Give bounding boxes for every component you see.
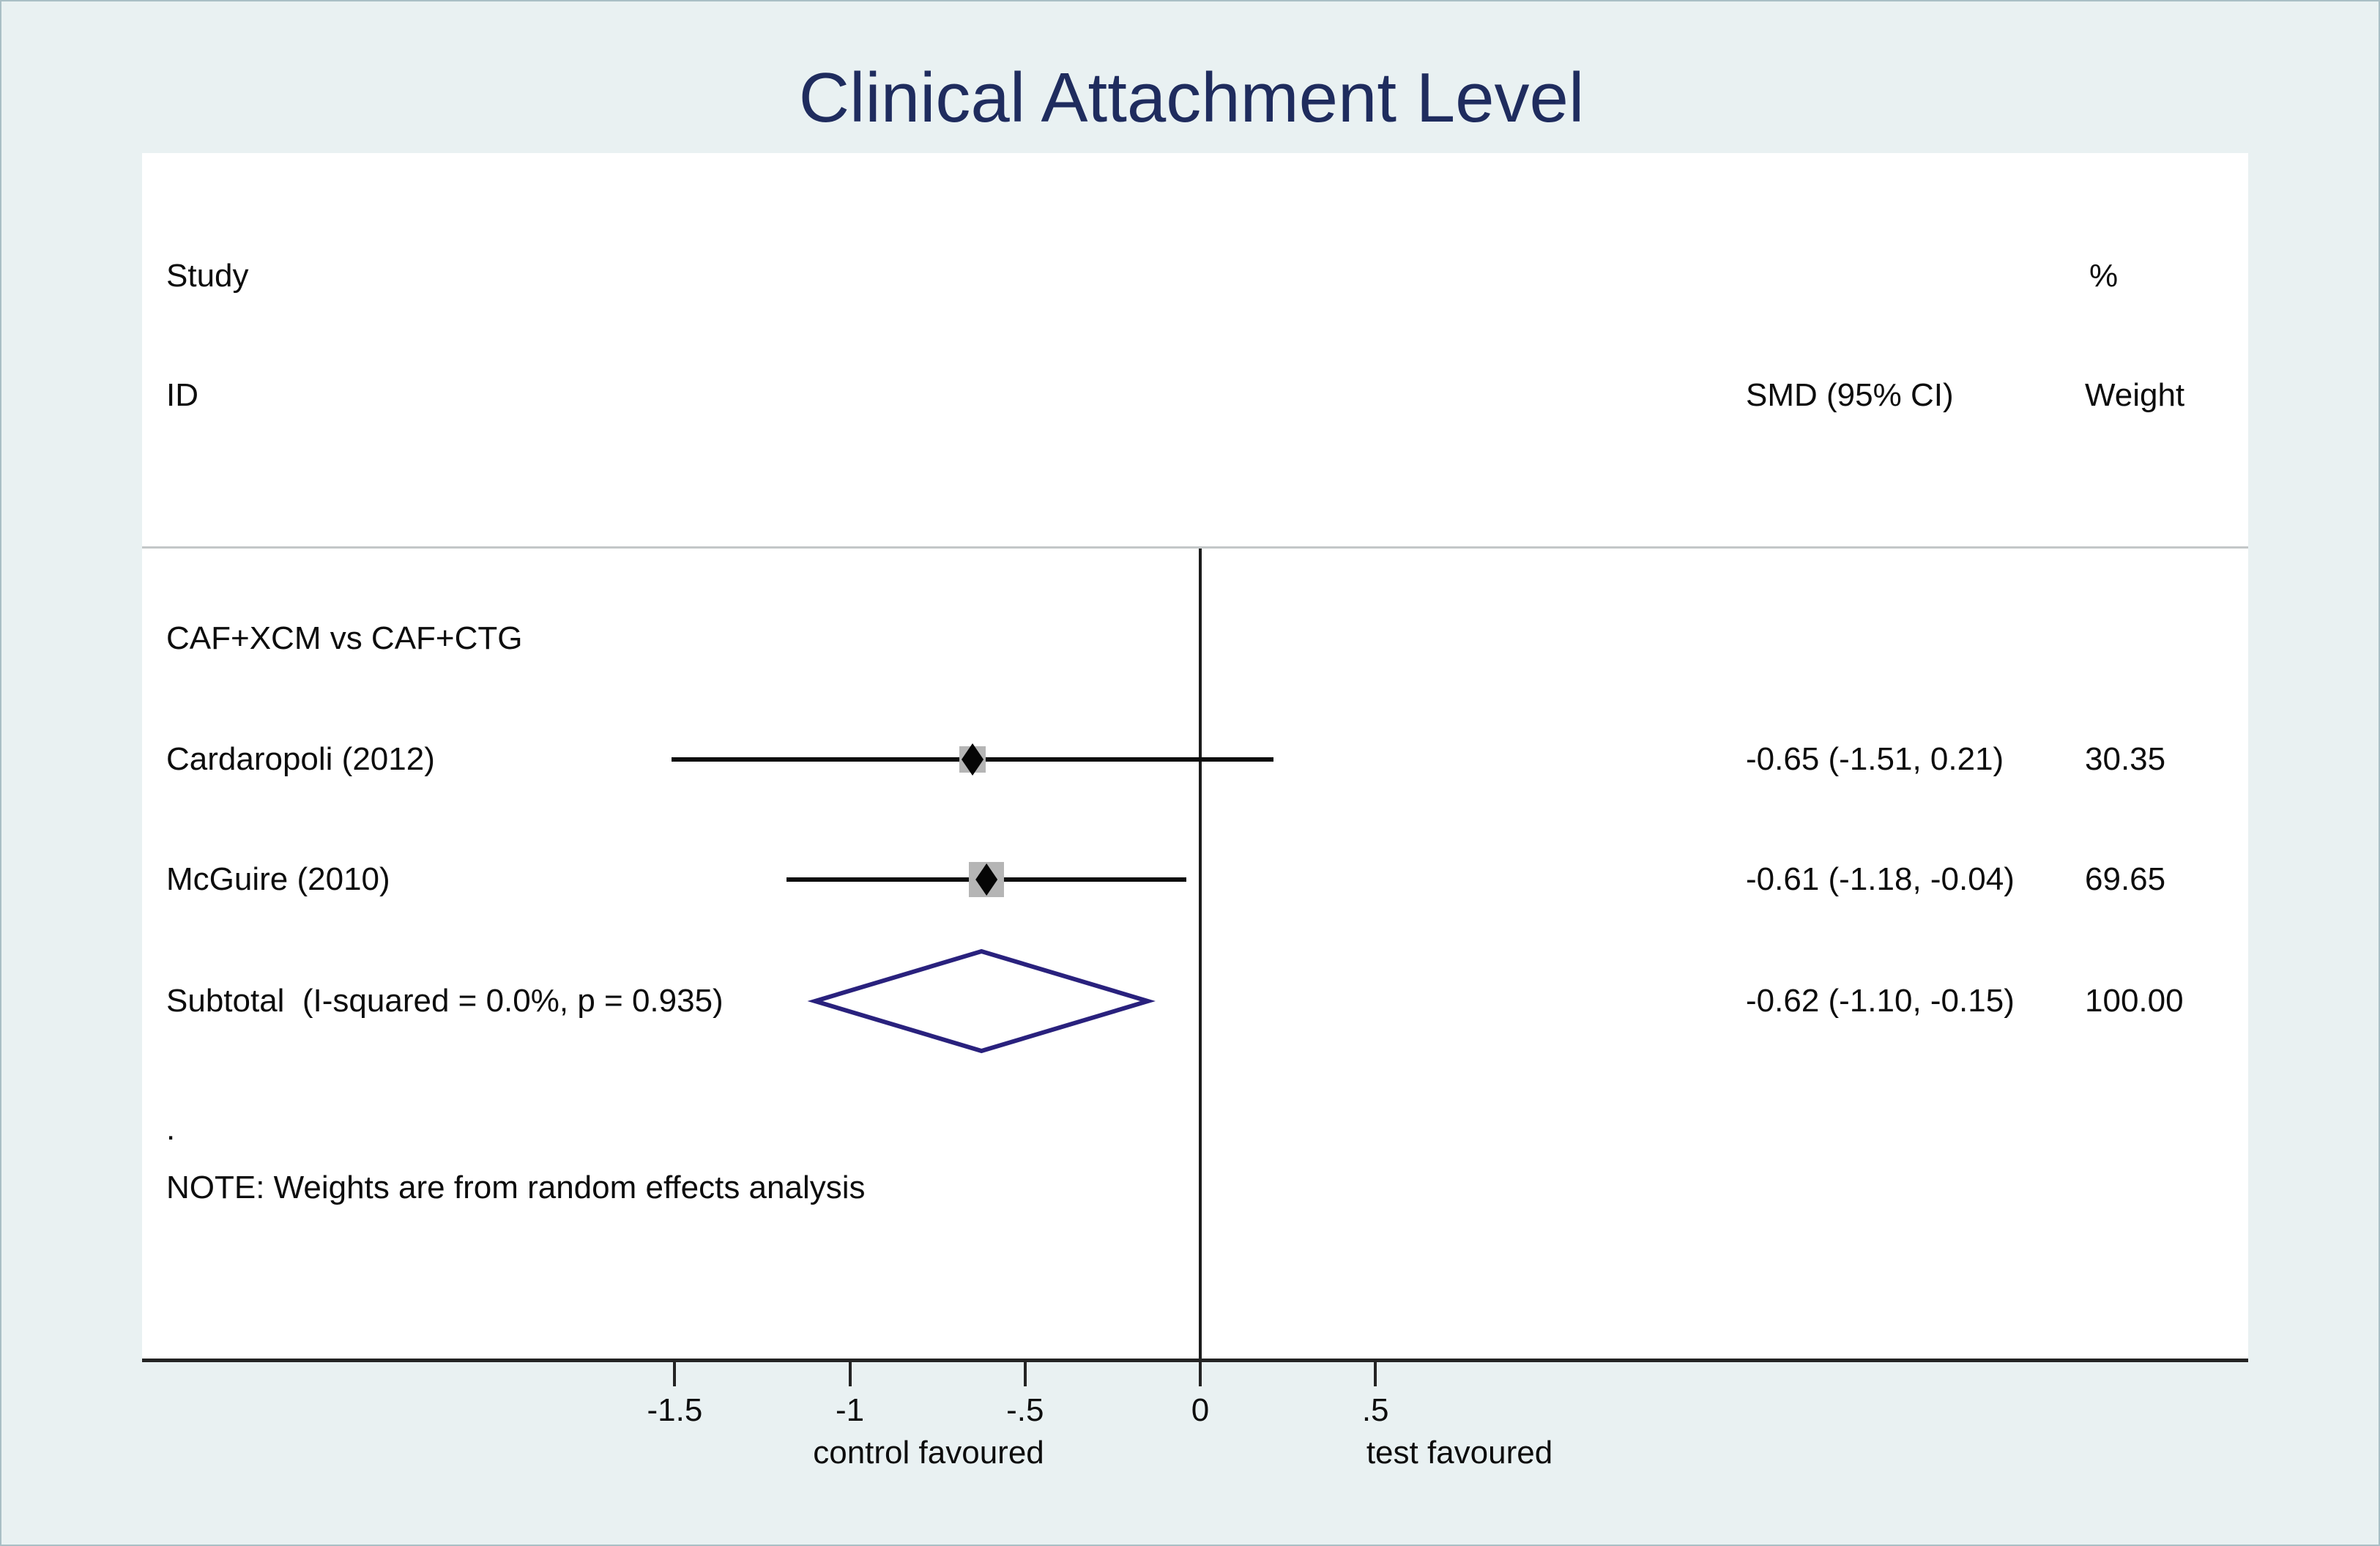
subtotal-smd-value: -0.62 (-1.10, -0.15) bbox=[1746, 983, 2015, 1019]
col-header-weight: Weight bbox=[2085, 377, 2185, 413]
subtotal-label: Subtotal (I-squared = 0.0%, p = 0.935) bbox=[166, 983, 724, 1019]
axis-note-control-favoured: control favoured bbox=[813, 1435, 1044, 1471]
axis-tick-label: .5 bbox=[1361, 1392, 1389, 1428]
axis-tick-mark bbox=[673, 1362, 677, 1386]
col-header-smd: SMD (95% CI) bbox=[1746, 377, 1954, 413]
study-label: McGuire (2010) bbox=[166, 861, 390, 897]
zero-reference-line bbox=[1199, 549, 1202, 1359]
col-header-id: ID bbox=[166, 377, 198, 413]
study-weight-value: 69.65 bbox=[2085, 861, 2166, 897]
study-weight-value: 30.35 bbox=[2085, 741, 2166, 777]
group-label: CAF+XCM vs CAF+CTG bbox=[166, 620, 523, 656]
header-divider-line bbox=[142, 546, 2248, 549]
axis-tick-label: -1 bbox=[836, 1392, 865, 1428]
axis-tick-mark bbox=[1199, 1362, 1202, 1386]
axis-tick-label: -.5 bbox=[1006, 1392, 1044, 1428]
study-label: Cardaropoli (2012) bbox=[166, 741, 435, 777]
subtotal-weight-value: 100.00 bbox=[2085, 983, 2184, 1019]
axis-tick-label: 0 bbox=[1191, 1392, 1210, 1428]
axis-note-test-favoured: test favoured bbox=[1366, 1435, 1553, 1471]
study-smd-value: -0.61 (-1.18, -0.04) bbox=[1746, 861, 2015, 897]
chart-title: Clinical Attachment Level bbox=[798, 59, 1585, 137]
x-axis-line bbox=[142, 1359, 2248, 1362]
subtotal-diamond-shape bbox=[807, 948, 1156, 1054]
col-header-percent: % bbox=[2089, 258, 2119, 294]
axis-tick-mark bbox=[1374, 1362, 1377, 1386]
dot-row: . bbox=[166, 1111, 176, 1147]
axis-tick-mark bbox=[848, 1362, 852, 1386]
random-effects-note: NOTE: Weights are from random effects an… bbox=[166, 1170, 866, 1205]
subtotal-diamond bbox=[807, 948, 1156, 1054]
axis-tick-mark bbox=[1023, 1362, 1027, 1386]
axis-tick-label: -1.5 bbox=[647, 1392, 703, 1428]
study-smd-value: -0.65 (-1.51, 0.21) bbox=[1746, 741, 2004, 777]
col-header-study: Study bbox=[166, 258, 249, 294]
